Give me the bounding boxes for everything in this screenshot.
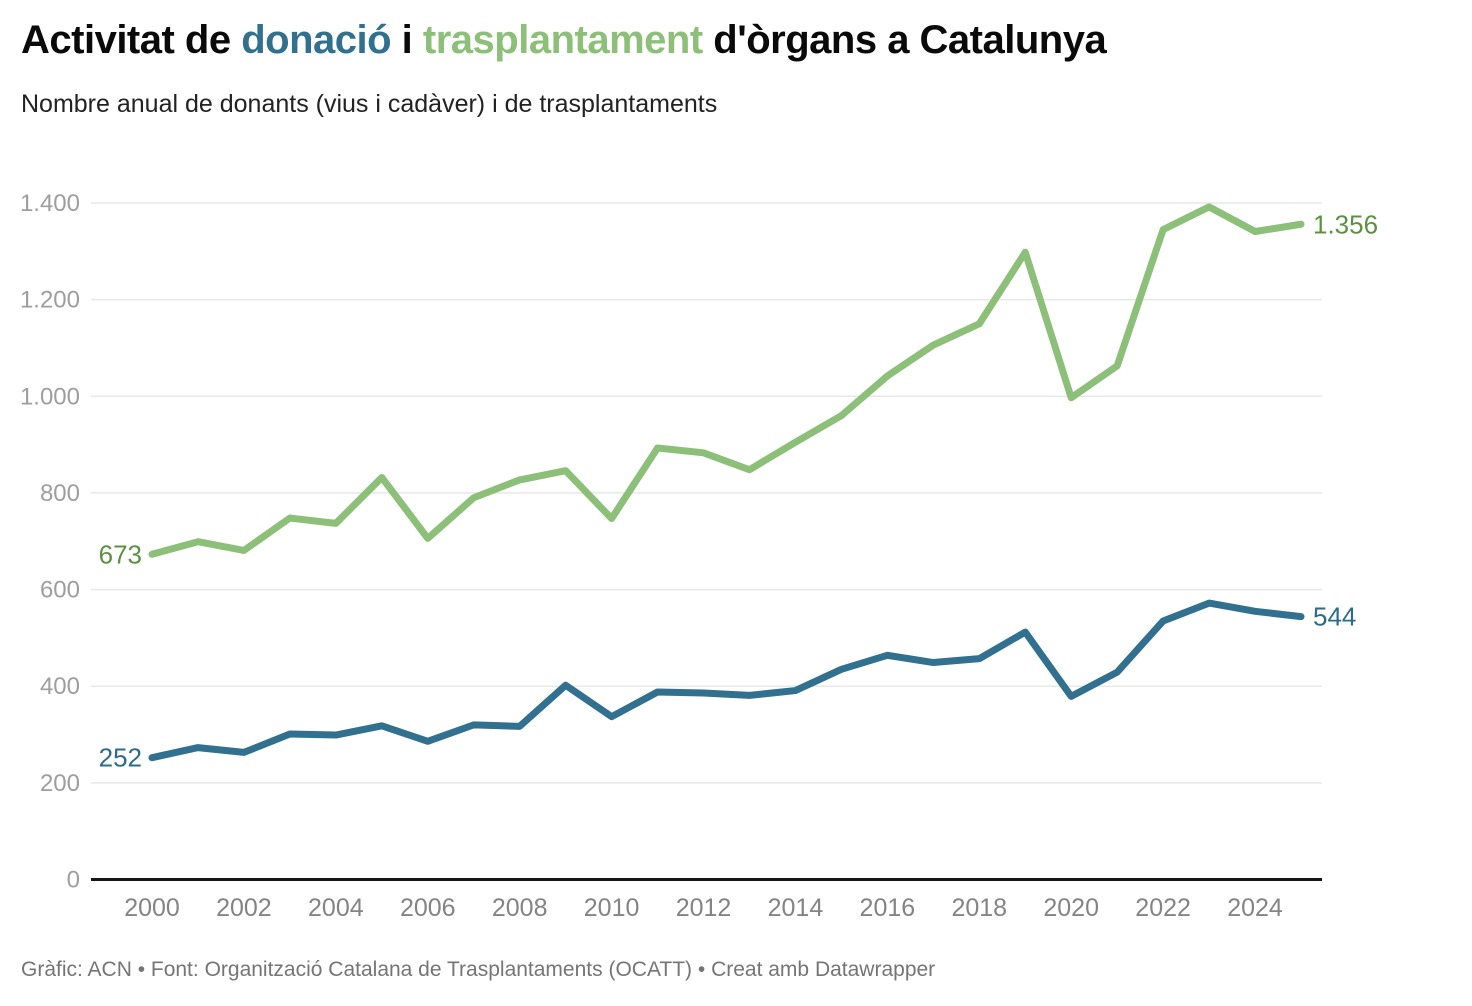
chart-subtitle: Nombre anual de donants (vius i cadàver)… bbox=[21, 90, 718, 118]
x-tick-label: 2018 bbox=[951, 894, 1007, 922]
y-tick-label: 400 bbox=[40, 673, 80, 700]
x-tick-label: 2002 bbox=[216, 894, 272, 922]
x-tick-label: 2000 bbox=[124, 894, 180, 922]
page-title: Activitat de donació i trasplantament d'… bbox=[21, 18, 1107, 63]
x-tick-label: 2004 bbox=[308, 894, 364, 922]
x-tick-label: 2010 bbox=[584, 894, 640, 922]
start-value-label-donants: 252 bbox=[99, 743, 142, 773]
x-tick-label: 2014 bbox=[768, 894, 824, 922]
gridlines-layer bbox=[91, 202, 1322, 881]
series-line-trasplantaments[interactable] bbox=[148, 203, 1305, 558]
series-line-donants[interactable] bbox=[148, 599, 1305, 762]
y-tick-label: 800 bbox=[40, 480, 80, 507]
x-tick-label: 2022 bbox=[1135, 894, 1191, 922]
chart-footer: Gràfic: ACN • Font: Organització Catalan… bbox=[21, 958, 936, 981]
x-tick-label: 2008 bbox=[492, 894, 548, 922]
y-tick-label: 600 bbox=[40, 577, 80, 604]
x-tick-label: 2006 bbox=[400, 894, 456, 922]
title-part-3: d'òrgans a Catalunya bbox=[702, 18, 1107, 62]
title-part-1: Activitat de bbox=[21, 18, 242, 62]
y-tick-label: 1.400 bbox=[20, 190, 80, 217]
series-layer bbox=[148, 203, 1305, 762]
x-tick-label: 2024 bbox=[1227, 894, 1283, 922]
end-value-label-donants: 544 bbox=[1313, 602, 1356, 632]
x-tick-label: 2012 bbox=[676, 894, 732, 922]
title-word-donacio: donació bbox=[241, 18, 392, 62]
x-tick-label: 2020 bbox=[1043, 894, 1099, 922]
end-value-label-trasplantaments: 1.356 bbox=[1313, 209, 1378, 239]
y-tick-label: 1.200 bbox=[20, 287, 80, 314]
x-tick-label: 2016 bbox=[860, 894, 916, 922]
title-part-2: i bbox=[391, 18, 423, 62]
start-value-label-trasplantaments: 673 bbox=[99, 539, 142, 569]
y-tick-label: 200 bbox=[40, 770, 80, 797]
y-tick-label: 0 bbox=[67, 867, 80, 894]
title-word-trasplantament: trasplantament bbox=[422, 18, 703, 62]
y-tick-label: 1.000 bbox=[20, 383, 80, 410]
labels-layer: 0 200 400 600 800 1.000 1.200 1.400 2000 2002 2004… bbox=[20, 190, 1378, 922]
